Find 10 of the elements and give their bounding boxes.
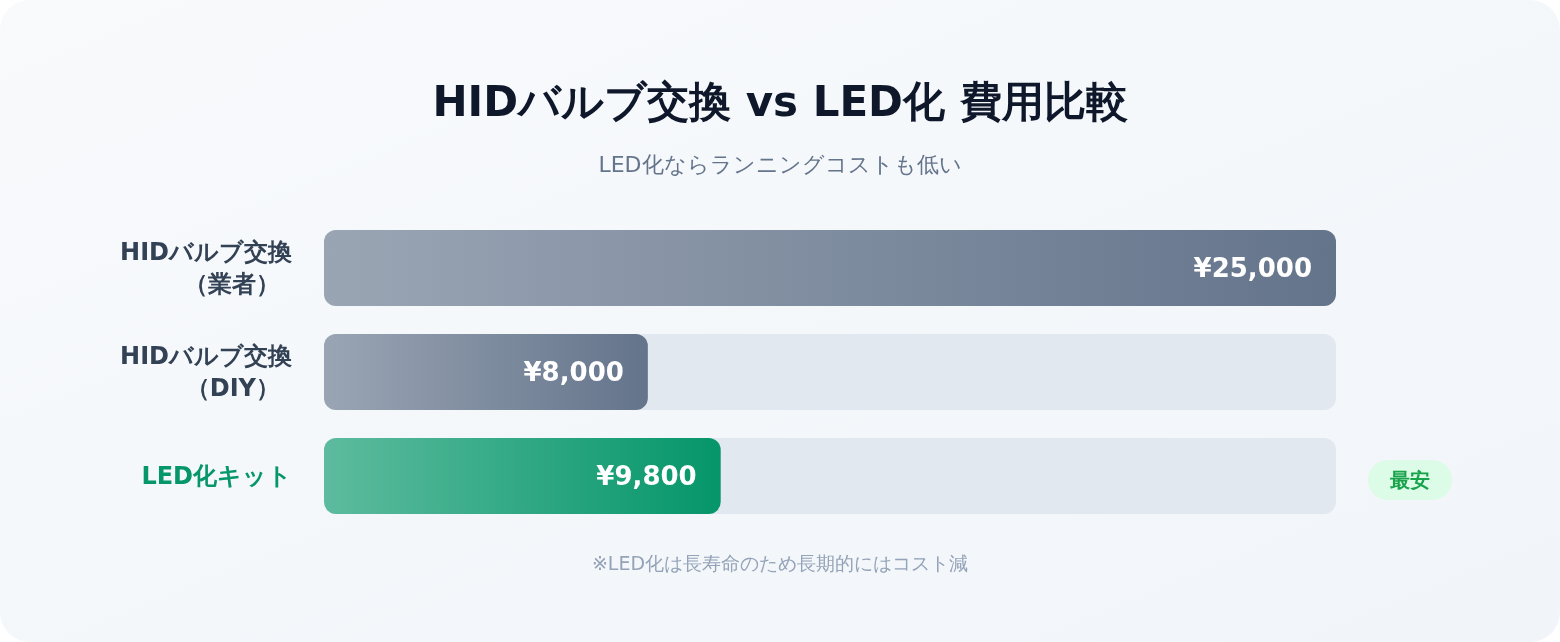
text: ※LED化は長寿命のため長期的にはコスト減 <box>591 552 969 574</box>
data-label: ¥25,000 <box>1193 253 1312 283</box>
text: 最安 <box>1389 468 1430 492</box>
chart-title: HIDバルブ交換 vs LED化 費用比較 <box>432 77 1128 126</box>
y-tick-label: HIDバルブ交換（業者） <box>120 238 292 298</box>
data-label: ¥8,000 <box>523 357 624 387</box>
chart-subtitle: LED化ならランニングコストも低い <box>598 152 962 177</box>
y-tick-label: LED化キット <box>141 462 292 490</box>
data-label: ¥9,800 <box>596 461 697 491</box>
y-tick-label: HIDバルブ交換（DIY） <box>120 342 292 402</box>
